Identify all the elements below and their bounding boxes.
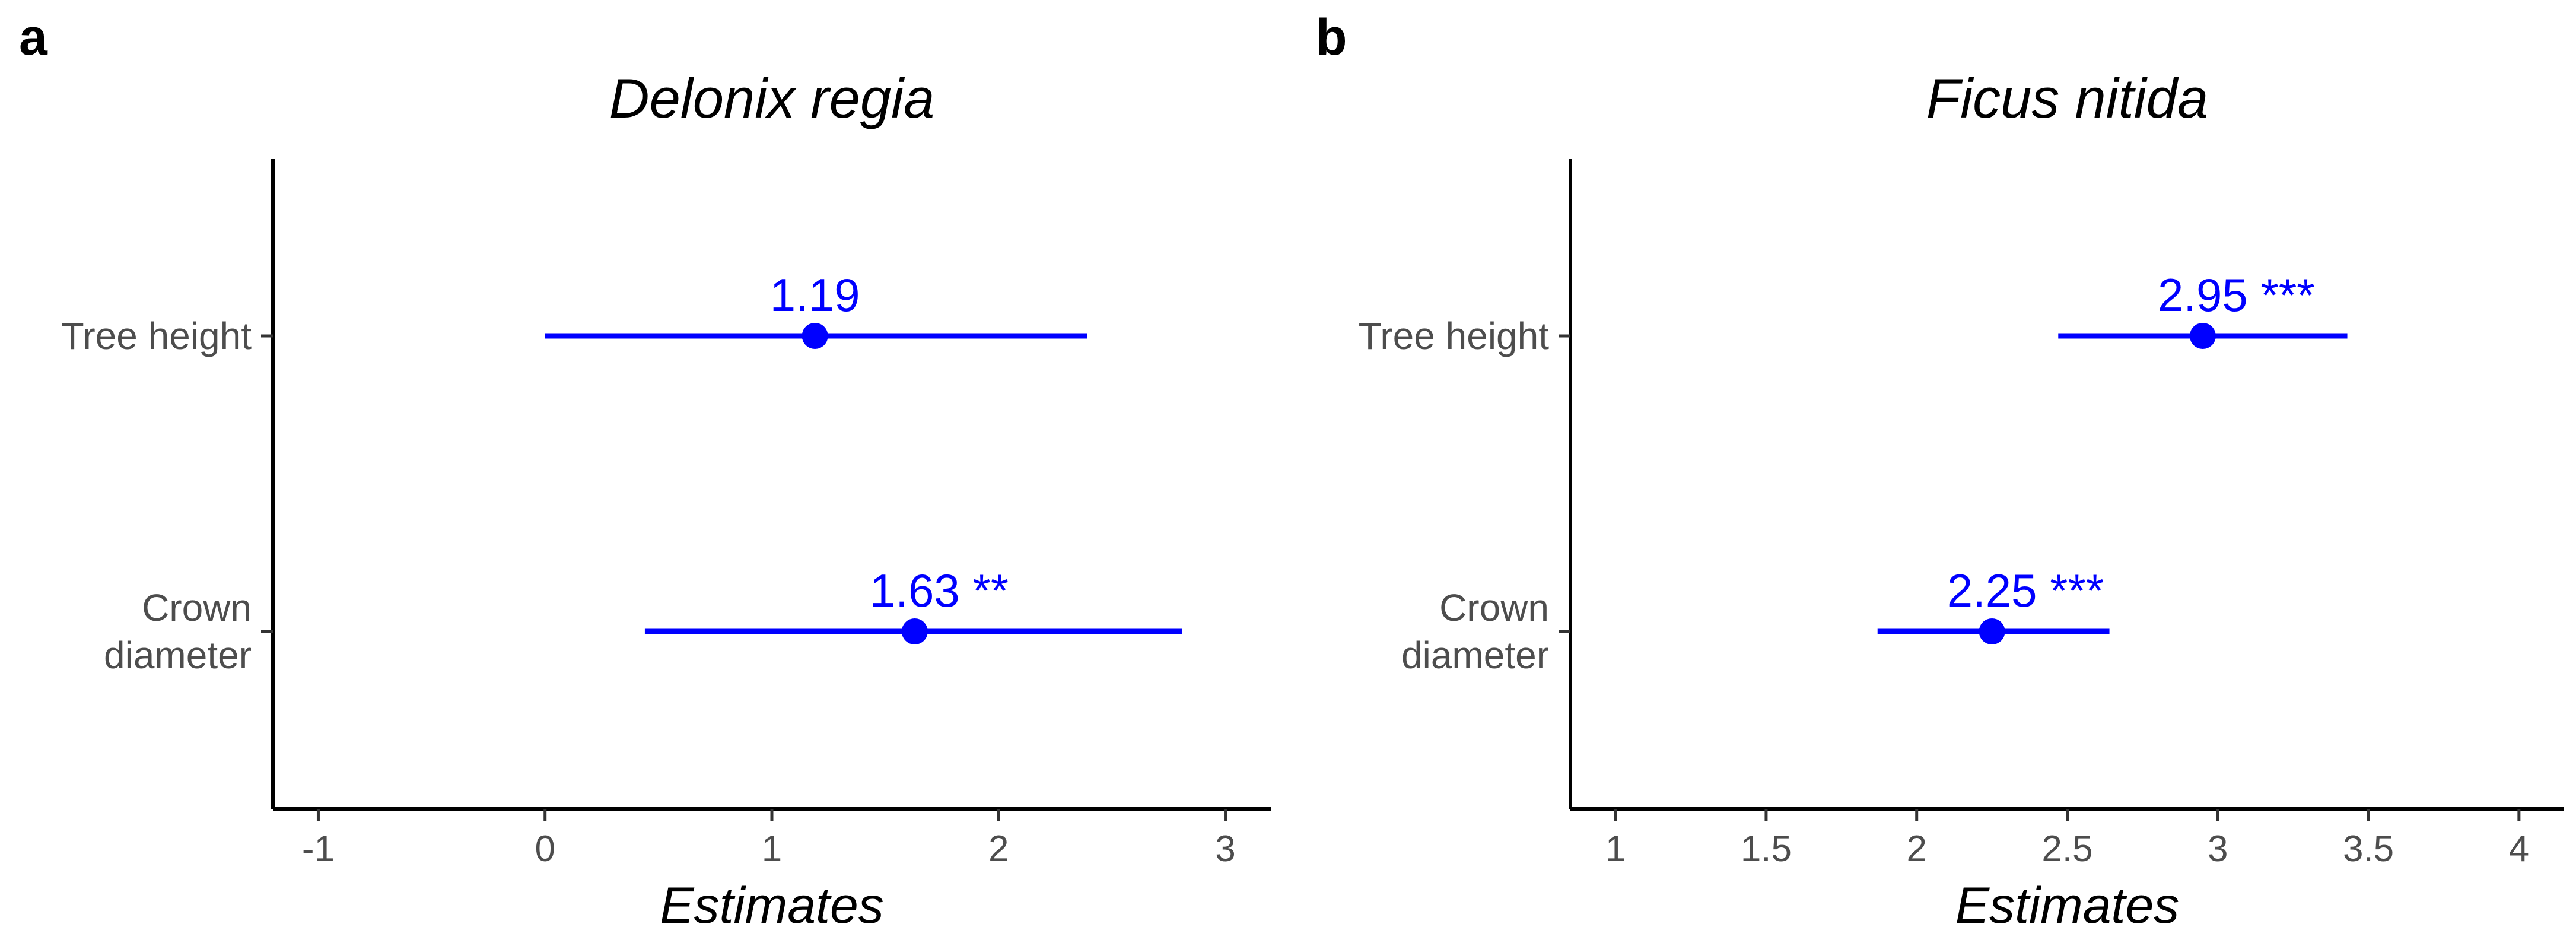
x-tick-label: 2.5 xyxy=(2041,828,2092,869)
estimate-point xyxy=(2189,323,2216,349)
estimate-label: 2.95 *** xyxy=(2158,269,2315,321)
x-tick-label: 2 xyxy=(988,828,1009,869)
x-tick-label: 1.5 xyxy=(1741,828,1792,869)
estimate-label: 1.63 ** xyxy=(870,564,1009,617)
panel-a: a Delonix regia -1 0 1 2 3 Estimates Tree height… xyxy=(19,9,1271,934)
x-tick-label: 0 xyxy=(535,828,555,869)
estimate-label: 1.19 xyxy=(770,269,860,321)
x-tick-label: 4 xyxy=(2509,828,2529,869)
x-tick-label: 1 xyxy=(1605,828,1626,869)
panel-title: Ficus nitida xyxy=(1926,67,2208,129)
panel-b: b Ficus nitida 1 1.5 2 2.5 3 3.5 4 Estimates Tree … xyxy=(1316,9,2564,934)
y-category-label: diameter xyxy=(104,634,252,677)
panel-title: Delonix regia xyxy=(609,67,935,129)
y-category-label: diameter xyxy=(1401,634,1549,677)
x-tick-label: 3 xyxy=(1215,828,1235,869)
y-category-label: Crown xyxy=(1439,586,1549,629)
panel-label: b xyxy=(1316,9,1347,66)
y-category-label: Crown xyxy=(142,586,252,629)
estimate-label: 2.25 *** xyxy=(1947,564,2104,617)
x-tick-label: 3.5 xyxy=(2343,828,2394,869)
x-axis-title: Estimates xyxy=(1955,877,2180,934)
x-tick-label: -1 xyxy=(302,828,335,869)
estimate-point xyxy=(802,323,828,349)
y-category-label: Tree height xyxy=(61,315,252,357)
y-category-label: Tree height xyxy=(1359,315,1550,357)
estimate-point xyxy=(901,618,928,644)
x-tick-label: 2 xyxy=(1906,828,1926,869)
x-tick-label: 3 xyxy=(2208,828,2228,869)
estimate-point xyxy=(1979,618,2005,644)
x-tick-label: 1 xyxy=(762,828,782,869)
x-axis-title: Estimates xyxy=(660,877,884,934)
panel-label: a xyxy=(19,9,48,66)
